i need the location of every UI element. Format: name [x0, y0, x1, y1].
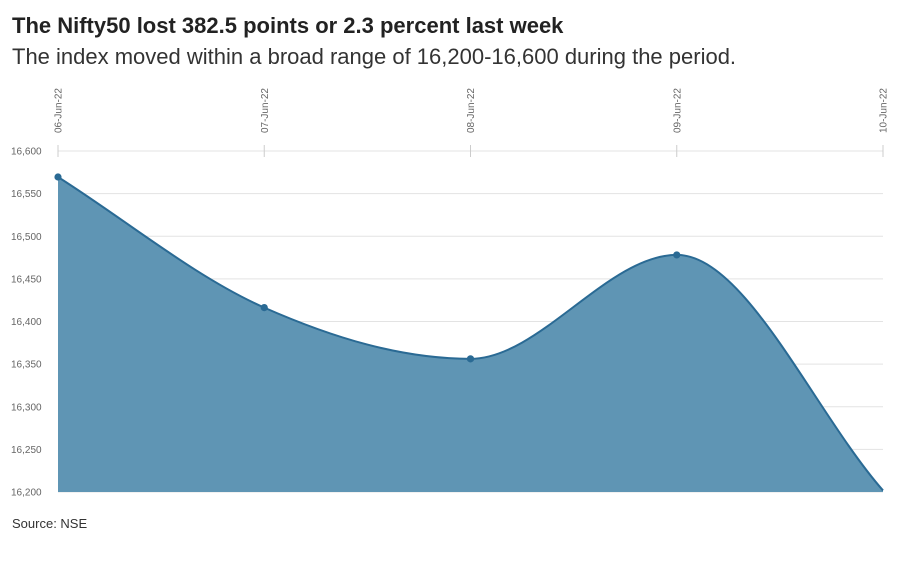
y-tick-label: 16,450 — [11, 274, 42, 285]
x-tick-label: 10-Jun-22 — [879, 88, 890, 133]
x-tick-label: 08-Jun-22 — [466, 88, 477, 133]
x-tick-label: 06-Jun-22 — [54, 88, 65, 133]
series-layer — [54, 173, 884, 492]
y-tick-label: 16,400 — [11, 317, 42, 328]
data-point — [673, 251, 681, 259]
x-tick-label: 09-Jun-22 — [672, 88, 683, 133]
y-tick-label: 16,550 — [11, 189, 42, 200]
y-tick-label: 16,600 — [11, 147, 42, 158]
series-line — [57, 176, 884, 492]
y-tick-label: 16,250 — [11, 445, 42, 456]
chart-subtitle: The index moved within a broad range of … — [12, 44, 737, 69]
y-tick-label: 16,500 — [11, 232, 42, 243]
source-note: Source: NSE — [12, 516, 88, 531]
y-tick-label: 16,350 — [11, 360, 42, 371]
y-tick-label: 16,200 — [11, 488, 42, 499]
data-point — [466, 355, 475, 363]
x-gridlines — [57, 145, 884, 157]
series-area — [58, 177, 883, 492]
data-point — [260, 304, 268, 312]
chart-title: The Nifty50 lost 382.5 points or 2.3 per… — [12, 13, 564, 38]
y-tick-labels: 16,200 16,250 16,300 16,350 16,400 16,450 16,5… — [11, 147, 42, 499]
y-tick-label: 16,300 — [11, 402, 42, 413]
x-tick-label: 07-Jun-22 — [260, 88, 271, 133]
data-point — [54, 173, 62, 181]
area-chart: 16,200 16,250 16,300 16,350 16,400 16,450 16,5… — [11, 88, 890, 499]
x-tick-labels: 06-Jun-22 07-Jun-22 08-Jun-22 09-Jun-22 10-J… — [54, 88, 890, 133]
